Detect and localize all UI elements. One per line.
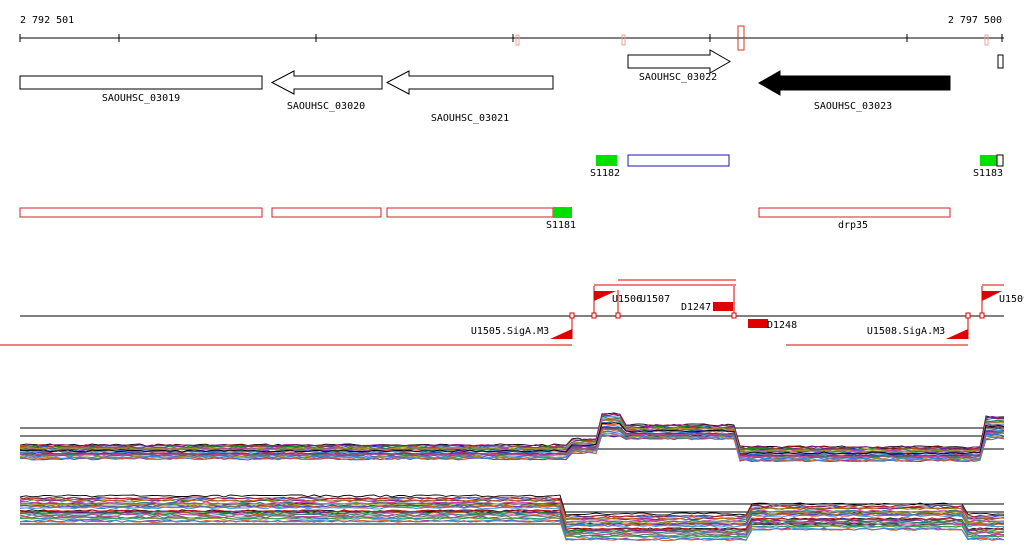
gene-label: SAOUHSC_03020 [287,101,365,112]
gene-feature[interactable] [270,70,383,95]
expression-profile-line [19,496,1005,518]
promoter-anchor [731,312,737,319]
promoter-anchor [569,312,575,319]
segment-label: drp35 [838,220,868,231]
expression-profile-line [19,412,1005,449]
expression-profile-line [19,513,1005,536]
expression-profiles [19,494,1005,542]
promoter-label: U1507 [640,294,670,305]
ruler-start-label: 2 792 501 [20,15,74,26]
gene-label: SAOUHSC_03021 [431,113,509,124]
expression-profile-line [19,516,1005,538]
segment-label: S1181 [546,220,576,231]
promoter-track: U1505.SigA.M3 U1506 U1507 D1247 D1248 U1… [0,279,1024,346]
segment-red[interactable] [271,207,382,218]
gene-feature-highlighted[interactable] [757,70,951,96]
expression-profile-line [19,496,1005,518]
promoter-label: U1506 [612,294,642,305]
segment-blue[interactable] [627,154,730,167]
expression-profile-line [19,512,1005,534]
expression-track-upper [19,412,1005,463]
promoter-block[interactable] [748,319,768,328]
gene-feature[interactable] [627,49,732,74]
promoter-anchor [965,312,971,319]
gene-feature[interactable] [997,54,1004,69]
segment-label: S1182 [590,168,620,179]
expression-profile-line [19,519,1004,542]
promoter-anchor [615,312,621,319]
segment-red[interactable] [758,207,951,218]
promoter-block[interactable] [713,302,733,311]
segment-outline[interactable] [996,154,1004,167]
ruler-end-label: 2 797 500 [948,15,1002,26]
expression-profile-line [19,422,1005,455]
ruler-marker [984,34,989,46]
expression-profile-line [19,418,1005,453]
gene-track: SAOUHSC_03019 SAOUHSC_03020 SAOUHSC_0302… [19,49,1004,124]
promoter-label: U1509 [999,294,1024,305]
promoter-anchor [979,312,985,319]
promoter-marker[interactable] [946,329,968,339]
expression-track-lower [19,494,1005,542]
segment-label: S1183 [973,168,1003,179]
expression-profile-line [19,501,1005,523]
segment-red[interactable] [19,207,263,218]
promoter-label: U1508.SigA.M3 [867,326,945,337]
gene-feature[interactable] [19,75,263,90]
expression-profile-line [19,428,1005,459]
expression-profiles [19,412,1005,463]
promoter-label: D1248 [767,320,797,331]
segment-track: S1182 S1183 S1181 drp35 [19,154,1004,231]
segment-green[interactable] [553,207,572,218]
gene-label: SAOUHSC_03023 [814,101,892,112]
expression-profile-line [20,502,1005,524]
expression-profile-line [19,519,1005,541]
expression-profile-line [19,506,1005,528]
promoter-anchor [591,312,597,319]
gene-label: SAOUHSC_03019 [102,93,180,104]
expression-profile-line [19,413,1005,449]
promoter-label: U1505.SigA.M3 [471,326,549,337]
expression-profile-line [19,432,1005,461]
ruler-marker[interactable] [737,25,745,51]
promoter-label: D1247 [681,302,711,313]
expression-profile-line [19,498,1005,520]
segment-green[interactable] [596,155,617,166]
segment-red[interactable] [386,207,554,218]
gene-feature[interactable] [385,70,554,95]
expression-profile-line [19,509,1005,531]
segment-green[interactable] [980,155,998,166]
ruler-marker [515,34,520,46]
promoter-marker[interactable] [594,291,616,301]
promoter-marker[interactable] [982,291,1002,301]
expression-profile-line [19,413,1005,450]
promoter-marker[interactable] [550,329,572,339]
coordinate-ruler: 2 792 501 2 797 500 [19,15,1004,51]
gene-label: SAOUHSC_03022 [639,72,717,83]
ruler-marker [621,34,626,46]
expression-profile-line [19,494,1005,516]
